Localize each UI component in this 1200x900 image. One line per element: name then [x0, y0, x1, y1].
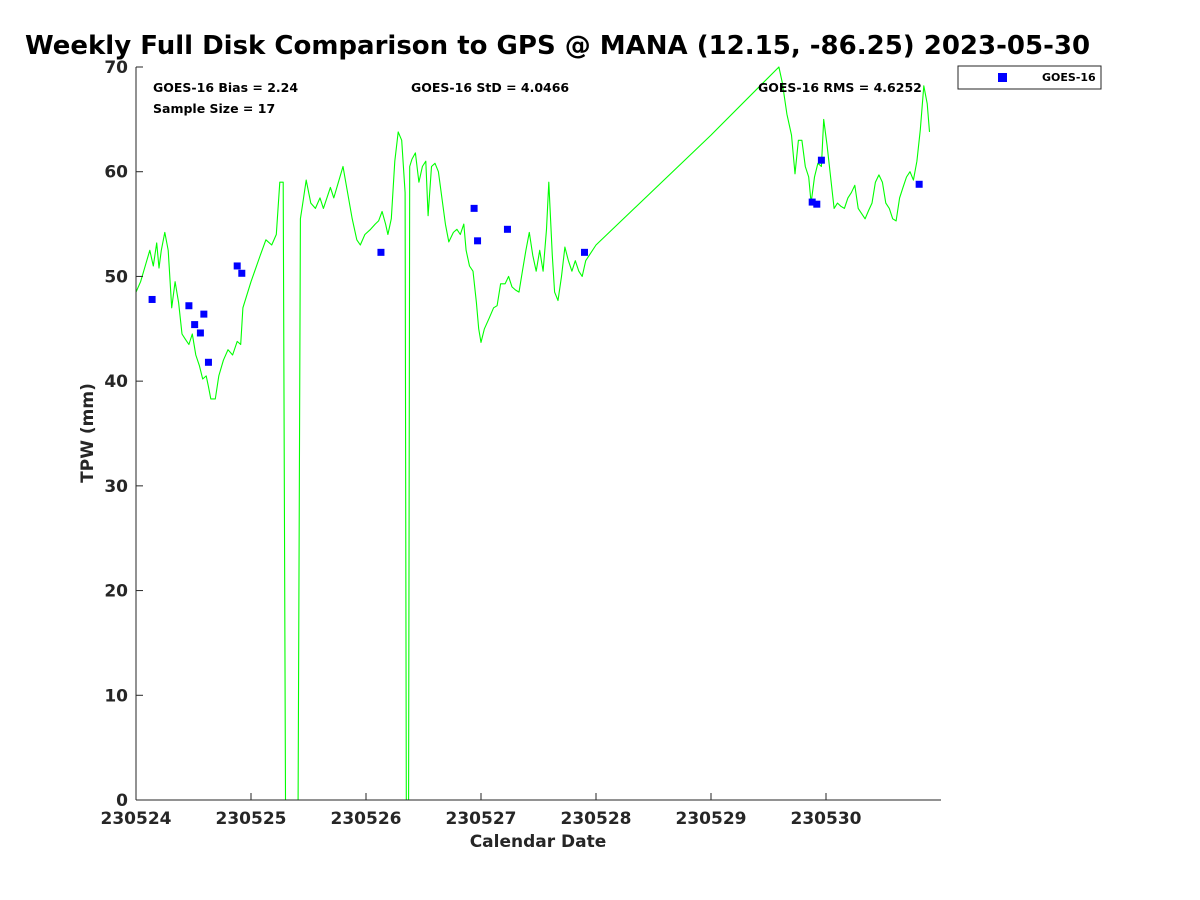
x-tick-label: 230530 — [791, 809, 862, 829]
goes-16-point — [148, 295, 156, 303]
goes-16-point — [238, 269, 246, 277]
x-axis-label: Calendar Date — [470, 832, 607, 852]
std-stat: GOES-16 StD = 4.0466 — [411, 80, 569, 95]
x-tick-label: 230527 — [446, 809, 517, 829]
goes-16-point — [233, 262, 241, 270]
y-tick-label: 20 — [104, 582, 128, 602]
y-tick-label: 60 — [104, 163, 128, 183]
x-tick-label: 230525 — [216, 809, 287, 829]
y-tick-label: 30 — [104, 477, 128, 497]
goes-16-point — [808, 198, 816, 206]
goes-16-point — [503, 225, 511, 233]
gps-series-line — [135, 66, 931, 801]
y-tick-label: 0 — [116, 791, 128, 811]
goes-16-point — [185, 302, 193, 310]
plot-background — [136, 67, 941, 800]
y-tick-label: 50 — [104, 267, 128, 287]
plot-area — [135, 66, 941, 801]
x-axis-ticks: 230524 230525 230526 230527 230528 230529 2305… — [101, 793, 862, 829]
goes-16-point — [474, 237, 482, 245]
y-axis-label: TPW (mm) — [78, 383, 98, 483]
x-tick-label: 230526 — [331, 809, 402, 829]
gps-series-layer — [135, 66, 931, 801]
legend-entry-goes-16: GOES-16 — [1042, 71, 1096, 84]
goes-16-point — [915, 180, 923, 188]
goes-16-point — [377, 248, 385, 256]
legend-marker-square — [998, 73, 1007, 82]
goes-16-point — [200, 310, 208, 318]
goes-16-series-layer — [148, 156, 923, 366]
legend-box — [957, 65, 1102, 90]
rms-stat: GOES-16 RMS = 4.6252 — [758, 80, 922, 95]
goes-16-point — [581, 248, 588, 256]
y-tick-label: 40 — [104, 372, 128, 392]
chart-title: Weekly Full Disk Comparison to GPS @ MAN… — [25, 31, 1090, 61]
bias-stat: GOES-16 Bias = 2.24 — [153, 80, 298, 95]
legend: GOES-16 — [957, 65, 1102, 90]
x-tick-label: 230528 — [561, 809, 632, 829]
y-tick-label: 10 — [104, 686, 128, 706]
goes-16-point — [813, 200, 821, 208]
x-tick-label: 230529 — [676, 809, 747, 829]
goes-16-point — [470, 204, 478, 212]
x-tick-label: 230524 — [101, 809, 172, 829]
goes-16-point — [196, 329, 204, 337]
sample-size-stat: Sample Size = 17 — [153, 101, 275, 116]
goes-16-point — [191, 321, 199, 329]
y-tick-label: 70 — [104, 58, 128, 78]
goes-16-point — [204, 358, 212, 366]
y-axis-ticks: 0 10 20 30 40 50 60 70 — [104, 58, 143, 811]
goes-16-point — [817, 156, 825, 164]
